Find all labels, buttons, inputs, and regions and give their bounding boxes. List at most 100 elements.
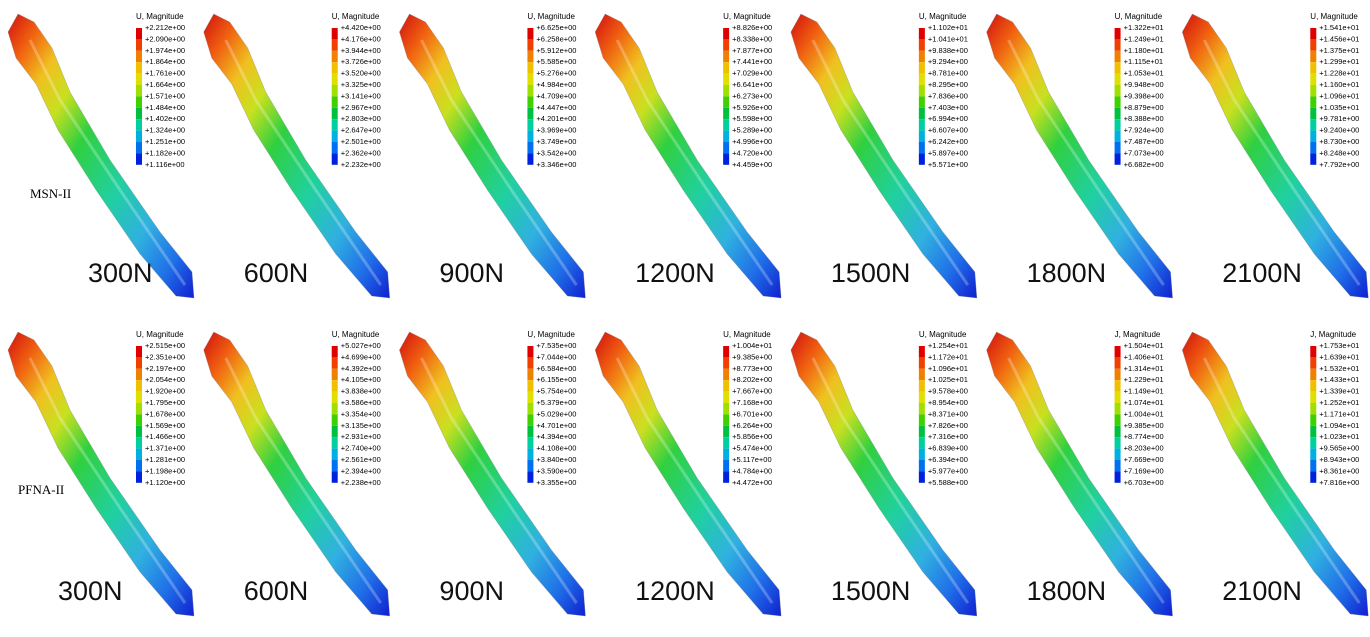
legend-value: +7.924e+00 xyxy=(1124,126,1164,135)
legend-value: +3.355e+00 xyxy=(536,478,576,487)
legend-title: U, Magnitude xyxy=(723,330,771,339)
legend-value: +5.598e+00 xyxy=(732,114,772,123)
legend-swatch xyxy=(1310,414,1316,425)
legend-swatch xyxy=(723,85,729,96)
legend-value: +8.781e+00 xyxy=(928,69,968,78)
legend-swatch xyxy=(332,85,338,96)
legend-value: +5.912e+00 xyxy=(536,46,576,55)
legend-value: +1.172e+01 xyxy=(928,352,968,361)
legend-swatch xyxy=(136,426,142,437)
load-label: 900N xyxy=(439,258,504,288)
legend-swatch xyxy=(919,85,925,96)
legend-value: +1.920e+00 xyxy=(145,387,185,396)
legend-value: +7.168e+00 xyxy=(732,398,772,407)
legend-swatch xyxy=(332,62,338,73)
legend-value: +3.141e+00 xyxy=(341,91,381,100)
legend-value: +4.392e+00 xyxy=(341,364,381,373)
legend-value: +2.090e+00 xyxy=(145,34,185,43)
legend-value: +8.879e+00 xyxy=(1124,103,1164,112)
legend-value: +1.504e+01 xyxy=(1124,341,1164,350)
legend-value: +5.029e+00 xyxy=(536,409,576,418)
legend-swatch xyxy=(1310,437,1316,448)
legend-swatch xyxy=(919,346,925,357)
legend-swatch xyxy=(136,392,142,403)
legend-swatch xyxy=(723,357,729,368)
legend-swatch xyxy=(332,131,338,142)
legend-swatch xyxy=(1310,74,1316,85)
legend-value: +1.402e+00 xyxy=(145,114,185,123)
legend-value: +1.571e+00 xyxy=(145,91,185,100)
legend-value: +1.096e+01 xyxy=(928,364,968,373)
legend-value: +1.004e+01 xyxy=(732,341,772,350)
legend-swatch xyxy=(1310,346,1316,357)
legend-value: +2.501e+00 xyxy=(341,137,381,146)
legend-swatch xyxy=(332,108,338,119)
legend-value: +7.667e+00 xyxy=(732,387,772,396)
legend-swatch xyxy=(1310,131,1316,142)
legend-title: J, Magnitude xyxy=(1310,330,1356,339)
legend-swatch xyxy=(1115,460,1121,471)
legend-value: +1.116e+00 xyxy=(145,160,185,169)
legend-value: +6.264e+00 xyxy=(732,421,772,430)
legend-swatch xyxy=(1310,403,1316,414)
legend-value: +8.730e+00 xyxy=(1319,137,1359,146)
load-label: 1500N xyxy=(831,258,911,288)
legend-title: U, Magnitude xyxy=(136,330,184,339)
legend-swatch xyxy=(1310,380,1316,391)
legend-value: +2.803e+00 xyxy=(341,114,381,123)
legend-value: +5.588e+00 xyxy=(928,478,968,487)
load-label: 2100N xyxy=(1222,258,1302,288)
legend-value: +4.984e+00 xyxy=(536,80,576,89)
legend-value: +4.201e+00 xyxy=(536,114,576,123)
panel: U, Magnitude+1.322e+01+1.249e+01+1.180e+… xyxy=(987,10,1175,298)
legend-swatch xyxy=(527,392,533,403)
legend-swatch xyxy=(332,392,338,403)
legend-title: U, Magnitude xyxy=(332,12,380,21)
legend-value: +1.864e+00 xyxy=(145,57,185,66)
legend-swatch xyxy=(332,426,338,437)
legend-value: +7.836e+00 xyxy=(928,91,968,100)
legend-value: +1.249e+01 xyxy=(1124,34,1164,43)
legend-value: +4.784e+00 xyxy=(732,466,772,475)
legend-swatch xyxy=(527,414,533,425)
legend-swatch xyxy=(723,471,729,482)
legend-value: +6.273e+00 xyxy=(732,91,772,100)
legend-swatch xyxy=(136,119,142,130)
legend-value: +5.856e+00 xyxy=(732,432,772,441)
legend-value: +8.338e+00 xyxy=(732,34,772,43)
legend-swatch xyxy=(723,403,729,414)
legend-value: +1.035e+01 xyxy=(1319,103,1359,112)
legend-value: +5.571e+00 xyxy=(928,160,968,169)
legend-swatch xyxy=(527,449,533,460)
legend-value: +9.565e+00 xyxy=(1319,444,1359,453)
legend-swatch xyxy=(1310,153,1316,164)
legend-swatch xyxy=(136,51,142,62)
legend-value: +3.586e+00 xyxy=(341,398,381,407)
legend-swatch xyxy=(1115,96,1121,107)
legend-value: +2.967e+00 xyxy=(341,103,381,112)
legend-value: +2.931e+00 xyxy=(341,432,381,441)
legend-swatch xyxy=(1115,153,1121,164)
legend-swatch xyxy=(1310,108,1316,119)
legend-swatch xyxy=(136,74,142,85)
legend-swatch xyxy=(919,96,925,107)
legend-value: +4.176e+00 xyxy=(341,34,381,43)
legend-swatch xyxy=(1115,426,1121,437)
legend-value: +3.325e+00 xyxy=(341,80,381,89)
legend-value: +4.709e+00 xyxy=(536,91,576,100)
legend-value: +4.699e+00 xyxy=(341,352,381,361)
panel: U, Magnitude+6.625e+00+6.258e+00+5.912e+… xyxy=(399,10,587,298)
legend-swatch xyxy=(919,426,925,437)
legend-value: +6.258e+00 xyxy=(536,34,576,43)
legend-value: +7.877e+00 xyxy=(732,46,772,55)
panel: U, Magnitude+1.004e+01+9.385e+00+8.773e+… xyxy=(595,328,783,616)
legend-title: U, Magnitude xyxy=(1115,12,1163,21)
legend-title: U, Magnitude xyxy=(1310,12,1358,21)
legend-value: +1.228e+01 xyxy=(1319,69,1359,78)
legend-value: +5.276e+00 xyxy=(536,69,576,78)
legend-swatch xyxy=(1310,96,1316,107)
legend-swatch xyxy=(332,357,338,368)
legend-swatch xyxy=(332,96,338,107)
legend-swatch xyxy=(332,380,338,391)
legend-value: +9.781e+00 xyxy=(1319,114,1359,123)
